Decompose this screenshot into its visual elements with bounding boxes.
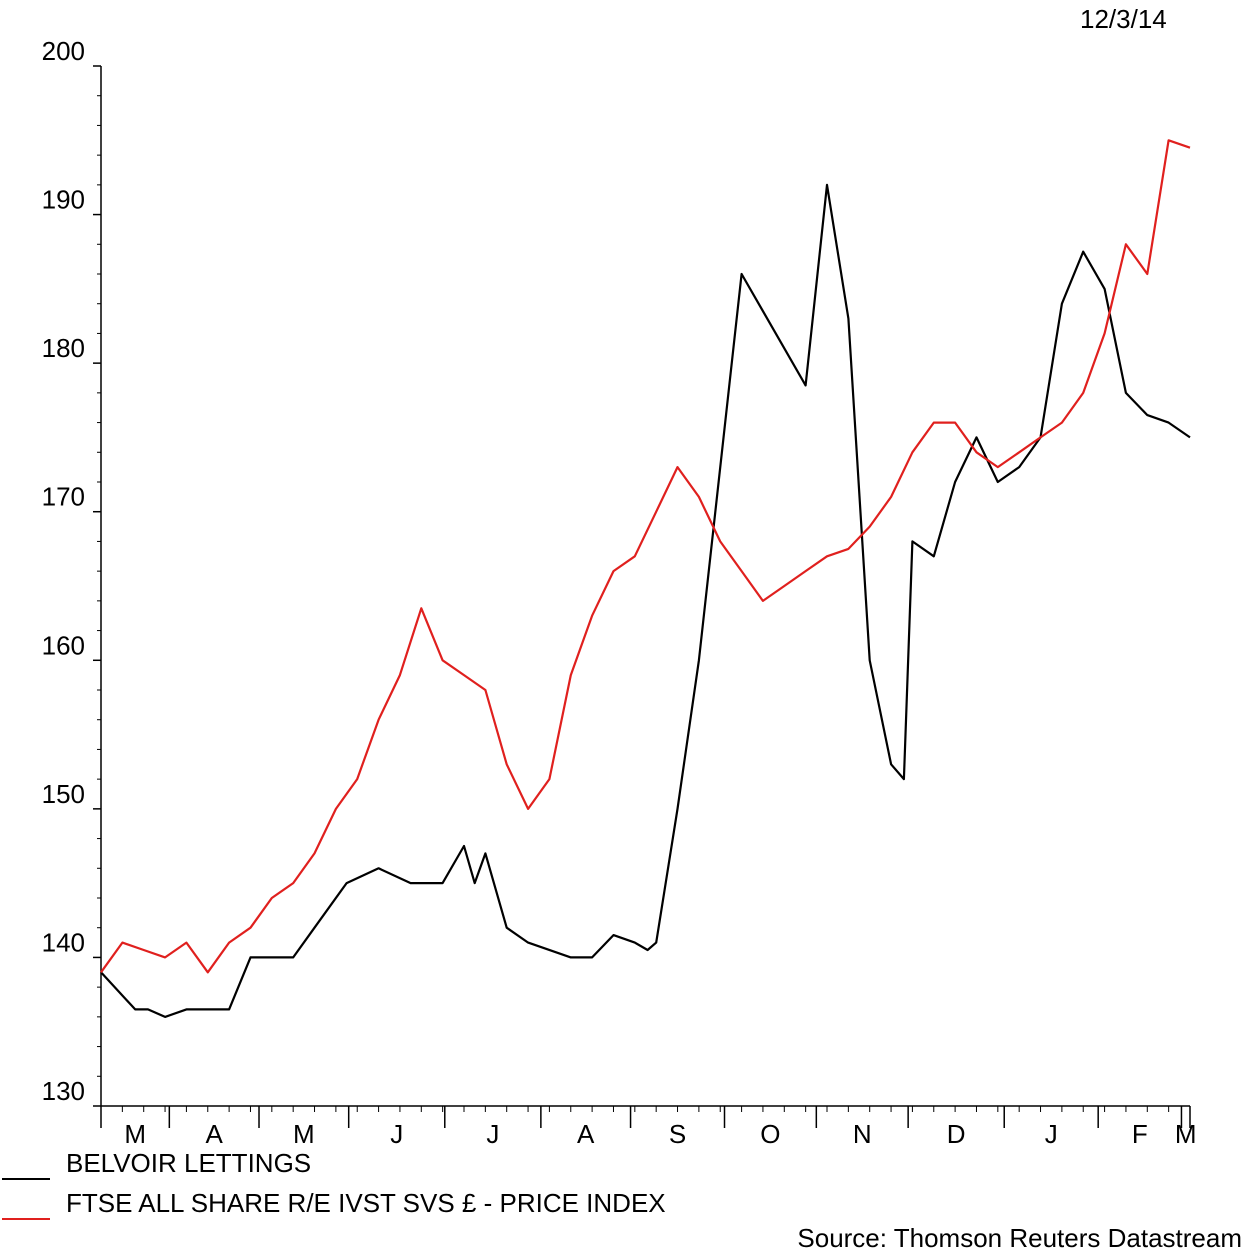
x-tick-label: A [205, 1119, 223, 1149]
legend-label-belvoir: BELVOIR LETTINGS [66, 1148, 312, 1178]
x-tick-label: M [124, 1119, 146, 1149]
y-tick-label: 150 [42, 779, 85, 809]
legend-swatch-belvoir [2, 1178, 50, 1180]
x-tick-label: S [669, 1119, 686, 1149]
legend-item-ftse: FTSE ALL SHARE R/E IVST SVS £ - PRICE IN… [0, 1188, 1000, 1222]
y-axis: 130 140 150 160 170 180 190 200 [42, 36, 102, 1107]
legend-item-belvoir: BELVOIR LETTINGS [0, 1148, 1000, 1182]
x-tick-label: M [1175, 1119, 1197, 1149]
chart-date-label: 12/3/14 [1080, 4, 1167, 34]
series-line-ftse [100, 139, 1191, 974]
x-tick-label: J [1045, 1119, 1058, 1149]
y-tick-label: 200 [42, 36, 85, 66]
x-tick-label: O [760, 1119, 780, 1149]
x-tick-label: A [577, 1119, 595, 1149]
x-tick-label: M [293, 1119, 315, 1149]
y-tick-label: 180 [42, 333, 85, 363]
y-tick-label: 140 [42, 927, 85, 957]
x-tick-label: J [390, 1119, 403, 1149]
x-tick-label: D [947, 1119, 966, 1149]
y-tick-label: 170 [42, 482, 85, 512]
x-tick-label: J [486, 1119, 499, 1149]
legend-label-ftse: FTSE ALL SHARE R/E IVST SVS £ - PRICE IN… [66, 1188, 666, 1218]
source-label: Source: Thomson Reuters Datastream [797, 1223, 1242, 1253]
series-layer [100, 139, 1191, 1019]
x-tick-label: F [1132, 1119, 1148, 1149]
x-tick-label: N [853, 1119, 872, 1149]
legend-swatch-ftse [2, 1218, 50, 1220]
y-tick-label: 130 [42, 1076, 85, 1106]
series-line-belvoir [100, 183, 1191, 1019]
y-tick-label: 160 [42, 630, 85, 660]
y-tick-label: 190 [42, 185, 85, 215]
